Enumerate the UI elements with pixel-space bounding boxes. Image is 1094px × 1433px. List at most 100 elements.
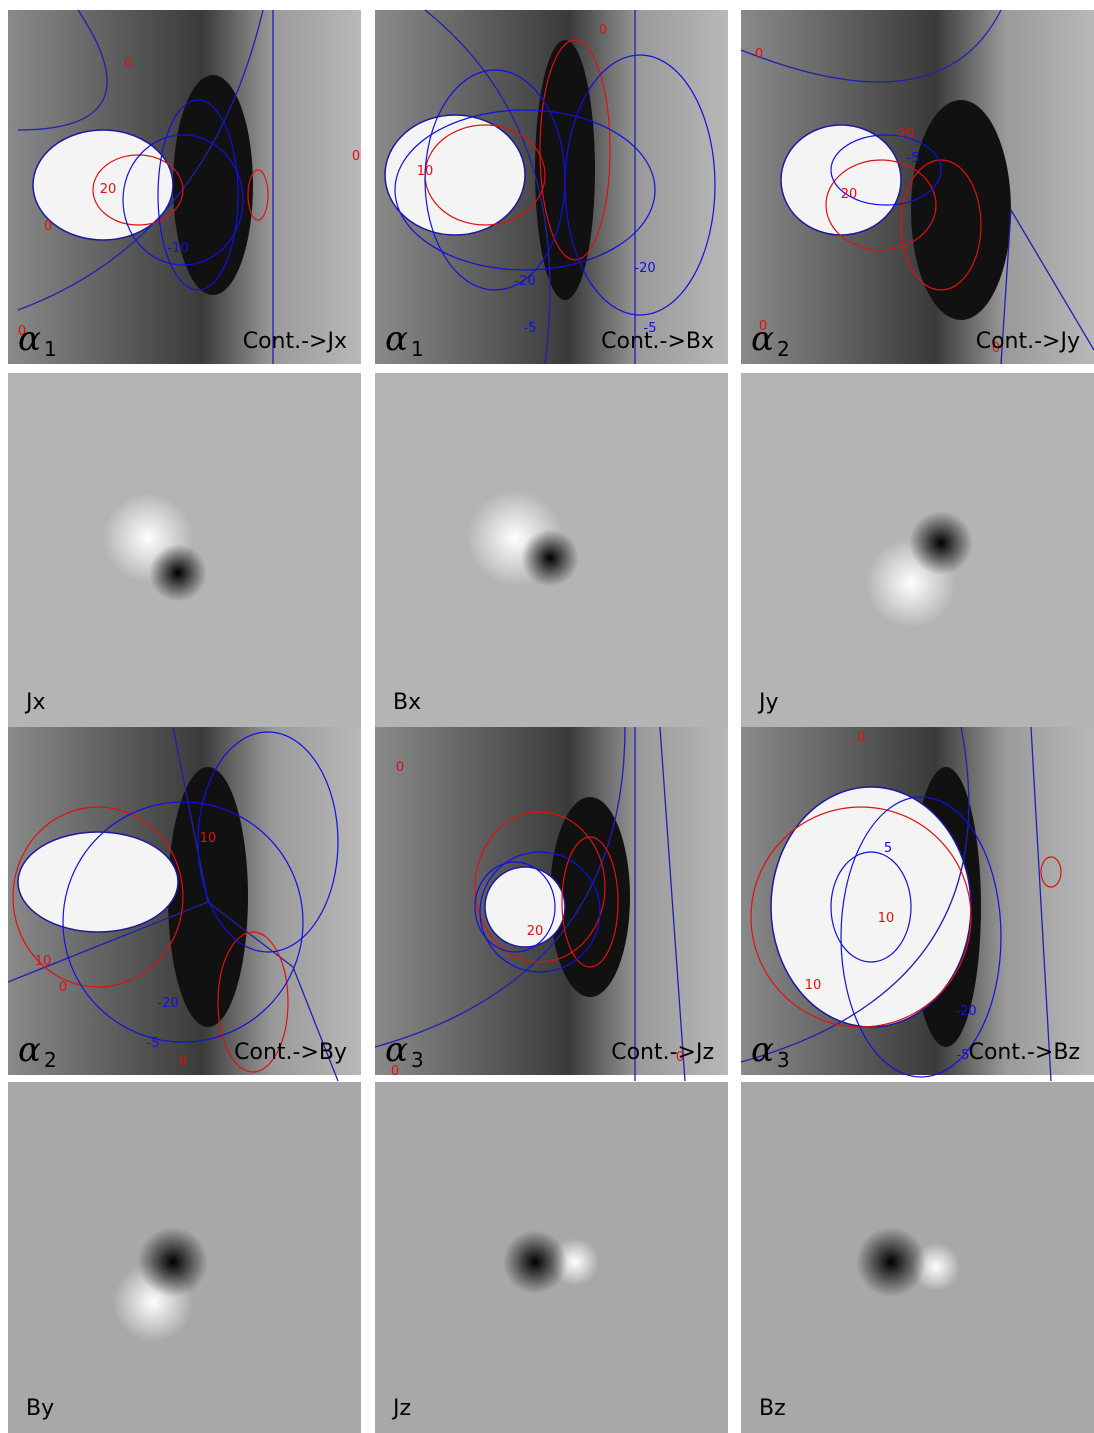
zero-contour bbox=[424, 9, 636, 365]
field-panel: Jy bbox=[741, 373, 1094, 727]
contour-label: 0 bbox=[18, 324, 26, 339]
contour-label: 10 bbox=[805, 978, 822, 993]
panel-label: Bx bbox=[393, 690, 421, 715]
panel-symbol: α bbox=[751, 319, 774, 359]
contour-label: 0 bbox=[676, 1050, 684, 1065]
contour-label: 20 bbox=[100, 182, 117, 197]
contour-label: 0 bbox=[759, 319, 767, 334]
bright-region bbox=[484, 866, 566, 948]
bright-region bbox=[384, 114, 526, 236]
contour-label: 20 bbox=[898, 127, 915, 142]
panel-symbol: α bbox=[385, 319, 408, 359]
field-panel: Jx bbox=[8, 373, 361, 727]
panel-subscript: 3 bbox=[411, 1048, 424, 1072]
contour-label: 0 bbox=[755, 47, 763, 62]
dark-feature bbox=[137, 1226, 209, 1298]
field-panel: Bz bbox=[741, 1082, 1094, 1433]
bright-region bbox=[780, 124, 902, 236]
panel-subscript: 1 bbox=[44, 337, 57, 361]
panel-symbol: α bbox=[751, 1030, 774, 1070]
contour-negative bbox=[62, 801, 304, 1043]
panel-caption: Cont.->Jy bbox=[976, 329, 1080, 354]
zero-contour bbox=[374, 726, 686, 1082]
contour-positive bbox=[12, 806, 184, 988]
contour-positive bbox=[1040, 856, 1062, 888]
contour-negative bbox=[840, 796, 1002, 1078]
zero-contour bbox=[17, 9, 274, 364]
dark-feature bbox=[503, 1230, 567, 1294]
panel-label: Bz bbox=[759, 1396, 786, 1421]
contour-label: 0 bbox=[992, 341, 1000, 356]
bright-region bbox=[17, 831, 179, 933]
contour-label: 0 bbox=[391, 1064, 399, 1079]
panel-symbol: α bbox=[18, 319, 41, 359]
contour-label: -5 bbox=[644, 321, 657, 336]
contour-negative bbox=[479, 851, 601, 973]
contour-label: 0 bbox=[599, 23, 607, 38]
contour-positive bbox=[474, 811, 606, 963]
panel-subscript: 3 bbox=[777, 1048, 790, 1072]
contour-positive bbox=[247, 169, 269, 221]
contour-label: -5 bbox=[524, 321, 537, 336]
contour-label: 0 bbox=[352, 149, 360, 164]
contour-positive bbox=[825, 159, 937, 251]
panel-caption: Cont.->Bx bbox=[601, 329, 714, 354]
contour-negative bbox=[830, 134, 942, 206]
panel-label: By bbox=[26, 1396, 54, 1421]
contour-negative bbox=[424, 69, 566, 291]
zero-contour bbox=[7, 726, 339, 1082]
panel-caption: Cont.->Jx bbox=[243, 329, 347, 354]
contour-negative bbox=[197, 731, 339, 953]
contour-negative bbox=[830, 851, 912, 963]
panel-label: Jx bbox=[24, 690, 46, 715]
bright-region bbox=[770, 786, 972, 1028]
contour-label: 10 bbox=[878, 911, 895, 926]
field-panel: Jz bbox=[375, 1082, 728, 1433]
contour-label: 0 bbox=[179, 1054, 187, 1069]
alpha-panel: 5 10 10 -20 -5 0 α 3 Cont.->Bz bbox=[740, 726, 1094, 1082]
contour-negative bbox=[394, 109, 656, 271]
contour-label: 0 bbox=[124, 57, 132, 72]
dark-region bbox=[911, 100, 1011, 320]
contour-positive bbox=[561, 836, 619, 968]
contour-label: -5 bbox=[957, 1048, 970, 1063]
dark-feature bbox=[855, 1226, 927, 1298]
contour-label: 10 bbox=[200, 831, 217, 846]
dark-feature bbox=[149, 544, 207, 602]
contour-label: 10 bbox=[35, 954, 52, 969]
contour-label: 20 bbox=[527, 924, 544, 939]
contour-label: -10 bbox=[167, 241, 188, 256]
contour-label: -20 bbox=[157, 996, 178, 1011]
panel-caption: Cont.->Bz bbox=[969, 1040, 1080, 1065]
contour-label: -20 bbox=[634, 261, 655, 276]
contour-negative bbox=[474, 861, 556, 953]
dark-feature bbox=[521, 529, 579, 587]
zero-contour bbox=[740, 9, 1094, 365]
contour-label: 5 bbox=[884, 841, 892, 856]
dark-feature bbox=[909, 511, 973, 575]
contour-label: 0 bbox=[59, 980, 67, 995]
panel-subscript: 2 bbox=[777, 337, 790, 361]
panel-caption: Cont.->Jz bbox=[611, 1040, 714, 1065]
contour-negative bbox=[157, 99, 239, 291]
field-panel: Bx bbox=[375, 373, 728, 727]
alpha-panel: 10 -20 -20 -5 -5 0 α 1 Cont.->Bx bbox=[375, 9, 728, 365]
contour-label: -20 bbox=[955, 1004, 976, 1019]
contour-positive bbox=[539, 39, 611, 261]
panel-subscript: 2 bbox=[44, 1048, 57, 1072]
panel-label: Jz bbox=[391, 1396, 411, 1421]
contour-positive bbox=[900, 159, 982, 291]
panel-label: Jy bbox=[757, 690, 779, 715]
field-panel: By bbox=[8, 1082, 361, 1433]
contour-label: 0 bbox=[44, 219, 52, 234]
panel-symbol: α bbox=[385, 1030, 408, 1070]
contour-label: 20 bbox=[841, 187, 858, 202]
contour-negative bbox=[122, 134, 244, 266]
contour-positive bbox=[217, 931, 289, 1073]
contour-label: -5 bbox=[147, 1036, 160, 1051]
panel-subscript: 1 bbox=[411, 337, 424, 361]
